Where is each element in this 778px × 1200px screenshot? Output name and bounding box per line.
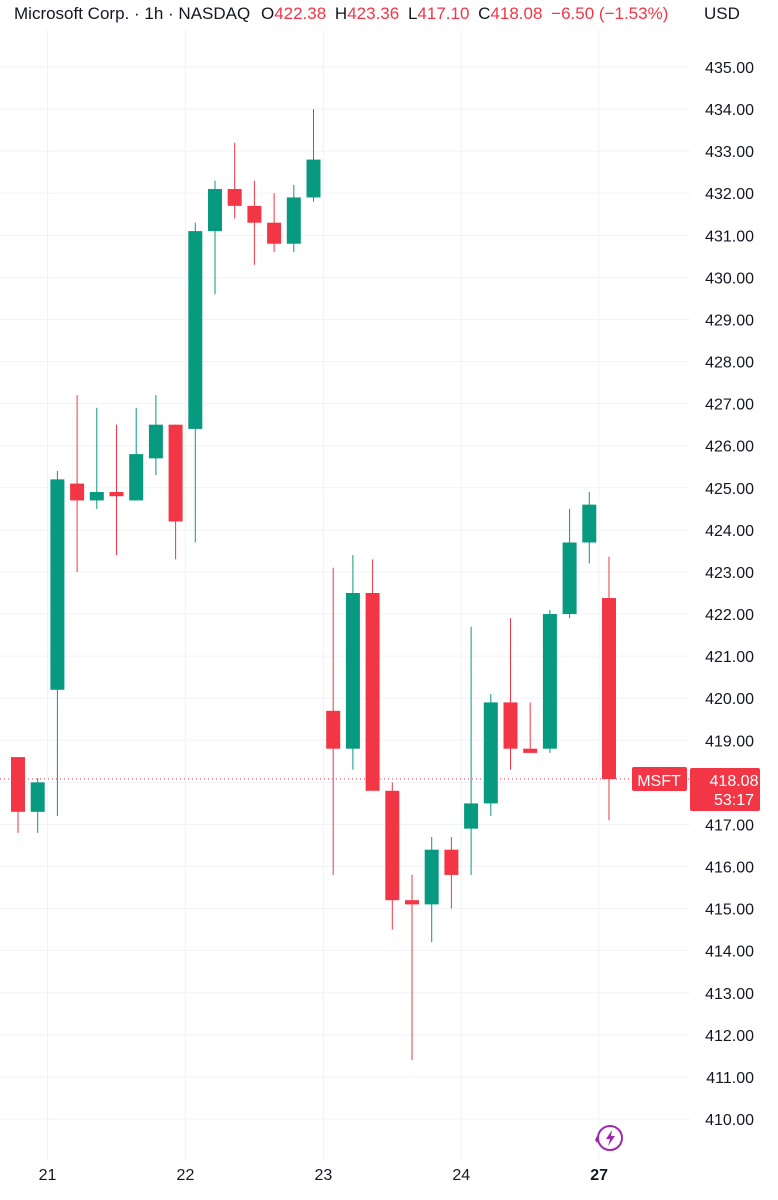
y-tick-label: 428.00 [705, 355, 754, 372]
candle-body [464, 803, 479, 829]
candle-body [286, 197, 301, 244]
x-tick-label: 23 [314, 1167, 332, 1184]
y-tick-label: 415.00 [705, 902, 754, 919]
candles [11, 109, 616, 1061]
candle-body [582, 504, 597, 543]
separator-dot: · [133, 4, 145, 23]
y-tick-label: 419.00 [705, 733, 754, 750]
y-tick-label: 412.00 [705, 1028, 754, 1045]
price-axis[interactable]: 435.00 434.00 433.00 432.00 431.00 430.00 429.… [705, 60, 754, 1129]
y-tick-label: 422.00 [705, 607, 754, 624]
y-tick-label: 424.00 [705, 523, 754, 540]
y-tick-label: 414.00 [705, 944, 754, 961]
x-tick-label: 22 [177, 1167, 195, 1184]
candle-body [483, 702, 498, 804]
x-tick-label: 27 [590, 1167, 608, 1184]
y-tick-label: 431.00 [705, 228, 754, 245]
low-value: 417.10 [417, 4, 470, 23]
high-label: H [334, 4, 348, 23]
y-tick-label: 433.00 [705, 144, 754, 161]
candle-body [523, 748, 538, 753]
candle-body [424, 849, 439, 905]
lightning-sparkle-icon[interactable] [595, 1125, 623, 1151]
candle-body [70, 483, 85, 501]
time-axis[interactable]: 21 22 23 24 27 [39, 1167, 608, 1184]
y-tick-label: 420.00 [705, 691, 754, 708]
candle-body [562, 542, 577, 615]
ticker-label: MSFT [637, 773, 681, 790]
y-tick-label: 411.00 [706, 1070, 754, 1087]
candle-body [30, 782, 45, 812]
y-tick-label: 426.00 [705, 439, 754, 456]
interval-label: 1h [144, 4, 164, 23]
exchange-label: NASDAQ [178, 4, 251, 23]
candle-body [227, 189, 242, 206]
y-tick-label: 417.00 [705, 817, 754, 834]
y-tick-label: 427.00 [705, 397, 754, 414]
price-label-box [690, 768, 760, 811]
candle-body [306, 159, 321, 198]
y-tick-label: 434.00 [705, 102, 754, 119]
open-label: O [260, 4, 275, 23]
symbol-header[interactable]: Microsoft Corp. · 1h · NASDAQ O422.38 H4… [14, 4, 668, 24]
y-tick-label: 416.00 [705, 860, 754, 877]
current-price-tag: MSFT 418.08 53:17 [632, 766, 760, 811]
grid-lines [0, 30, 690, 1160]
candle-body [208, 189, 222, 232]
y-tick-label: 430.00 [705, 270, 754, 287]
candle-body [247, 205, 262, 223]
candle-body [345, 593, 360, 749]
y-tick-label: 432.00 [705, 186, 754, 203]
open-value: 422.38 [274, 4, 327, 23]
y-tick-label: 425.00 [705, 481, 754, 498]
y-tick-label: 421.00 [705, 649, 754, 666]
x-tick-label: 21 [39, 1167, 57, 1184]
low-label: L [407, 4, 418, 23]
candle-body [11, 757, 25, 812]
change-percent: (−1.53%) [598, 4, 669, 23]
price-label: 418.08 [710, 773, 759, 790]
candle-body [50, 479, 65, 690]
candle-body [188, 231, 203, 429]
symbol-name: Microsoft Corp. [14, 4, 130, 23]
countdown-label: 53:17 [714, 792, 754, 809]
candle-body [89, 492, 104, 501]
candle-body [405, 900, 419, 905]
candle-body [267, 222, 282, 244]
close-label: C [478, 4, 491, 23]
y-tick-label: 429.00 [705, 312, 754, 329]
candle-body [365, 593, 380, 791]
y-tick-label: 413.00 [705, 986, 754, 1003]
close-value: 418.08 [490, 4, 543, 23]
candle-body [109, 492, 124, 497]
ticker-label-box [632, 766, 687, 791]
separator-dot: · [168, 4, 179, 23]
candle-body [503, 702, 518, 749]
candle-body [602, 598, 616, 779]
x-tick-label: 24 [452, 1167, 470, 1184]
candle-body [148, 424, 163, 459]
candle-body [326, 710, 341, 749]
change-value: −6.50 [551, 4, 595, 23]
candle-body [129, 454, 144, 501]
y-tick-label: 423.00 [705, 565, 754, 582]
y-tick-label: 410.00 [705, 1112, 754, 1129]
candle-body [444, 849, 459, 875]
candle-body [168, 424, 183, 522]
y-tick-label: 435.00 [705, 60, 754, 77]
candle-body [385, 790, 400, 901]
candle-body [542, 614, 557, 749]
high-value: 423.36 [347, 4, 400, 23]
currency-label[interactable]: USD [704, 4, 740, 23]
